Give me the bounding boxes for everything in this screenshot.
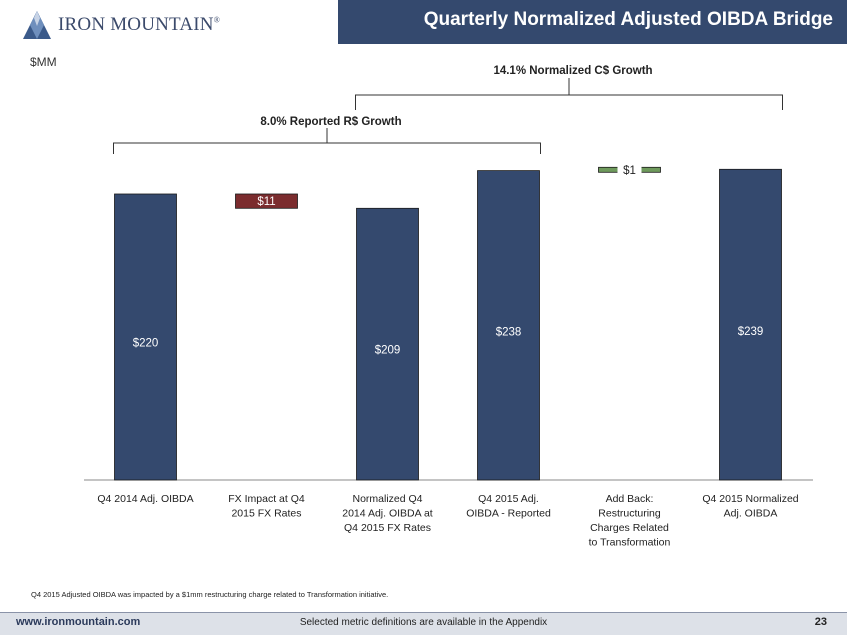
bar-4 [477,170,540,481]
growth-bracket-label-2: 14.1% Normalized C$ Growth [493,65,652,77]
category-label-4-line-1: Q4 2015 Adj. [478,493,539,505]
category-label-5-line-2: Restructuring [598,508,661,520]
title-band: Quarterly Normalized Adjusted OIBDA Brid… [338,0,847,44]
growth-bracket-label-1: 8.0% Reported R$ Growth [260,116,401,128]
page-number: 23 [814,616,827,628]
mountain-logo-icon [23,11,51,39]
growth-bracket-1 [113,128,541,154]
bar-value-label-2: $11 [257,196,275,208]
footer [0,613,847,635]
bar-3 [356,207,419,481]
bar-value-label-6: $239 [738,326,764,338]
bar-value-label-4: $238 [496,326,522,338]
logo-wordmark: IRON MOUNTAIN® [58,14,220,36]
growth-bracket-2 [355,78,783,110]
logo-name: IRON MOUNTAIN [58,14,214,35]
category-label-6-line-1: Q4 2015 Normalized [702,493,798,505]
company-logo: IRON MOUNTAIN® [22,10,220,40]
category-label-5-line-3: Charges Related [590,522,669,534]
category-label-4-line-2: OIBDA - Reported [466,508,551,520]
bar-value-label-3: $209 [375,345,401,357]
category-label-3-line-2: 2014 Adj. OIBDA at [342,508,433,520]
waterfall-chart: $220 $11 $209 $238 $1 $239 Q4 2014 Adj. OIBDA F… [84,65,813,549]
footer-divider [0,612,847,613]
category-label-3-line-1: Normalized Q4 [352,493,422,505]
category-label-2-line-1: FX Impact at Q4 [228,493,305,505]
category-label-6-line-2: Adj. OIBDA [724,508,778,520]
category-label-5-line-1: Add Back: [606,493,654,505]
footer-note: Selected metric definitions are availabl… [299,617,548,628]
logo-registered-mark: ® [213,15,220,25]
bar-2 [235,193,298,209]
slide-title: Quarterly Normalized Adjusted OIBDA Brid… [423,9,833,30]
unit-label: $MM [30,55,57,69]
category-label-2-line-2: 2015 FX Rates [231,508,301,520]
bar-value-label-1: $220 [133,338,159,350]
bar-value-label-backing-5 [617,165,642,175]
category-label-3-line-3: Q4 2015 FX Rates [344,522,431,534]
bar-1 [114,193,177,481]
category-label-5-line-4: to Transformation [589,537,671,549]
bar-6 [719,168,782,481]
category-label-1-line-1: Q4 2014 Adj. OIBDA [97,493,193,505]
footer-website-link[interactable]: www.ironmountain.com [16,616,141,628]
bar-value-label-5: $1 [623,165,636,177]
footnote: Q4 2015 Adjusted OIBDA was impacted by a… [31,590,389,599]
